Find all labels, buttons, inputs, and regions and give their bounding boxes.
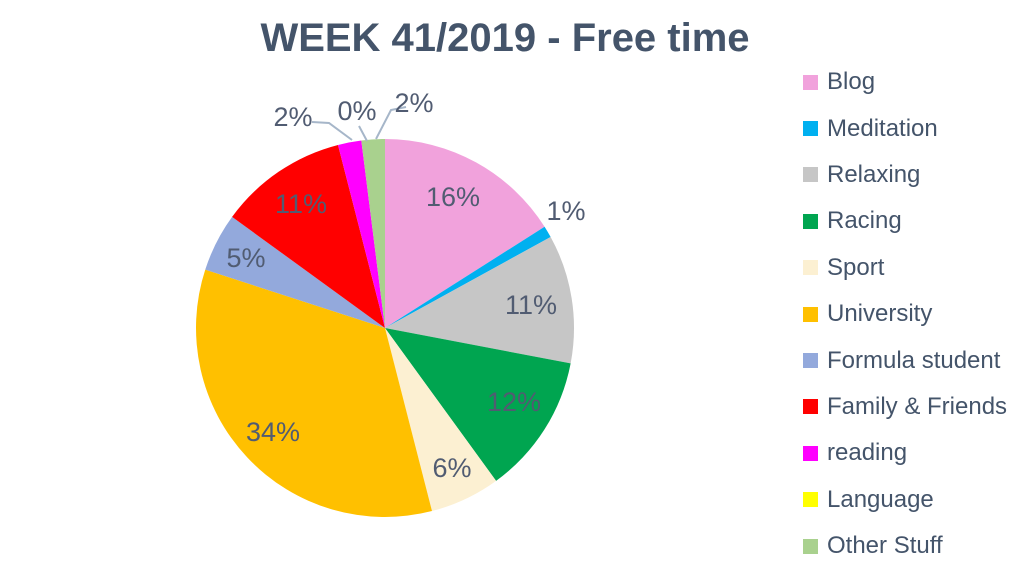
legend-item-language[interactable]: Language — [803, 477, 1007, 523]
legend-item-blog[interactable]: Blog — [803, 59, 1007, 105]
leader-line-other-stuff — [375, 106, 407, 140]
leader-line-reading — [311, 121, 353, 141]
data-label-sport: 6% — [432, 453, 471, 483]
pie-slice-reading[interactable] — [338, 140, 385, 328]
legend-swatch-meditation — [803, 121, 818, 137]
legend-label: University — [827, 300, 933, 328]
pie-slice-formula-student[interactable] — [205, 216, 385, 328]
pie-slice-meditation[interactable] — [385, 226, 551, 328]
legend-item-family-friends[interactable]: Family & Friends — [803, 384, 1007, 430]
legend-label: Sport — [827, 253, 885, 281]
pie-slice-family-friends[interactable] — [232, 144, 385, 328]
legend-label: Other Stuff — [827, 532, 943, 560]
legend-label: Blog — [827, 68, 876, 96]
legend-label: Relaxing — [827, 160, 921, 188]
data-label-reading: 2% — [273, 102, 312, 132]
legend-item-sport[interactable]: Sport — [803, 245, 1007, 291]
legend-item-reading[interactable]: reading — [803, 430, 1007, 476]
legend-swatch-other-stuff — [803, 538, 818, 554]
legend-label: Language — [827, 485, 934, 513]
data-label-formula-student: 5% — [226, 243, 265, 273]
data-label-blog: 16% — [426, 182, 480, 212]
legend-label: Family & Friends — [827, 392, 1008, 420]
chart-title: WEEK 41/2019 - Free time — [260, 16, 750, 60]
data-label-meditation: 1% — [546, 196, 585, 226]
legend: Blog Meditation Relaxing Racing Sport Univers… — [803, 59, 1007, 569]
legend-item-meditation[interactable]: Meditation — [803, 105, 1007, 151]
legend-swatch-university — [803, 306, 818, 322]
legend-swatch-language — [803, 492, 818, 508]
legend-item-relaxing[interactable]: Relaxing — [803, 152, 1007, 198]
legend-label: Racing — [827, 207, 902, 235]
legend-item-university[interactable]: University — [803, 291, 1007, 337]
pie-slice-relaxing[interactable] — [385, 236, 574, 364]
legend-swatch-blog — [803, 74, 818, 90]
legend-item-other-stuff[interactable]: Other Stuff — [803, 523, 1007, 569]
data-label-racing: 12% — [487, 387, 541, 417]
data-label-university: 34% — [246, 417, 300, 447]
pie-slice-university[interactable] — [196, 269, 432, 517]
pie-slice-racing[interactable] — [385, 328, 571, 481]
pie-slice-sport[interactable] — [385, 328, 497, 512]
legend-label: Formula student — [827, 346, 1001, 374]
legend-item-racing[interactable]: Racing — [803, 198, 1007, 244]
pie-slice-other-stuff[interactable] — [361, 139, 385, 328]
legend-swatch-formula-student — [803, 353, 818, 369]
pie-slice-blog[interactable] — [385, 139, 545, 328]
legend-swatch-racing — [803, 213, 818, 229]
legend-item-formula-student[interactable]: Formula student — [803, 337, 1007, 383]
leader-line-language — [358, 125, 368, 142]
legend-label: Meditation — [827, 114, 938, 142]
legend-swatch-family-friends — [803, 399, 818, 415]
data-label-family-friends: 11% — [275, 189, 327, 219]
legend-swatch-sport — [803, 260, 818, 276]
legend-swatch-relaxing — [803, 167, 818, 183]
data-label-other-stuff: 2% — [394, 88, 433, 118]
data-label-relaxing: 11% — [505, 290, 557, 320]
data-label-language: 0% — [337, 96, 376, 126]
legend-label: reading — [827, 439, 908, 467]
legend-swatch-reading — [803, 445, 818, 461]
